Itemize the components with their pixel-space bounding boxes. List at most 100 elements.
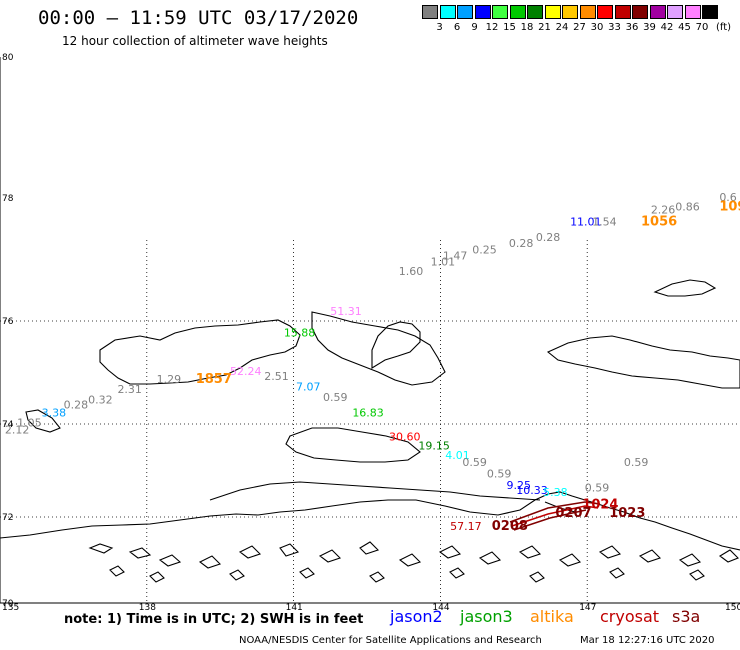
wave-height-value: 1857 [196,372,232,387]
lon-label: 150 [725,603,740,613]
legend-swatch-label: 18 [520,22,534,33]
lat-label: 80 [2,53,14,63]
stolbovoy-island [25,409,61,433]
wave-height-value: 16.83 [352,406,384,419]
wave-height-value: 5.38 [543,486,568,499]
page-subtitle: 12 hour collection of altimeter wave hei… [62,34,328,48]
legend-swatch-label: 24 [555,22,569,33]
legend-unit: (ft) [716,22,732,33]
coastlines [0,279,740,583]
wave-height-value: 0.59 [462,456,487,469]
legend-swatch [649,5,666,19]
satellite-legend-item: jason3 [460,607,513,626]
legend-swatch-label: 15 [503,22,516,33]
yana-delta-islands [88,541,739,569]
lat-label: 72 [2,513,13,523]
wave-height-value: 1023 [609,506,645,521]
faddeyevsky-east [546,335,740,389]
legend-swatch [702,5,718,19]
wave-height-value: 109 [719,199,740,214]
satellite-legend-item: s3a [672,607,701,626]
wave-height-value: 3.38 [42,406,67,419]
legend-swatch [509,5,526,19]
wave-height-value: 1024 [582,498,618,513]
legend-swatch-label: 9 [471,22,478,33]
wave-height-value: 9.25 [506,479,530,492]
generated-timestamp: Mar 18 12:27:16 UTC 2020 [580,635,715,646]
wave-height-value: 0.59 [585,481,610,494]
wave-height-value: 2.31 [117,383,142,396]
lon-label: 141 [286,603,303,613]
wave-height-value: 0.59 [624,456,649,469]
lat-label: 70 [2,599,14,609]
wave-height-value: 7.07 [296,381,321,394]
satellite-legend-item: altika [530,607,574,626]
credit-line: NOAA/NESDIS Center for Satellite Applica… [239,635,542,646]
satellite-legend-item: jason2 [390,607,443,626]
wave-height-value: 0.59 [323,391,348,404]
map-frame [0,57,740,604]
legend-swatch [544,5,561,19]
legend-swatch-label: 45 [678,22,691,33]
wave-height-value: 1.54 [592,216,617,229]
wave-height-value: 1056 [641,215,677,230]
wave-height-value: 0.6 [719,191,737,204]
bennett-coast [371,321,421,369]
indigirka-delta-islands [109,565,705,583]
wave-height-value: 1.05 [17,416,42,429]
graticule [0,240,740,603]
legend-swatch [527,5,543,19]
legend-swatch-label: 42 [660,22,674,33]
lat-label: 74 [2,420,14,430]
legend-swatch-label: 36 [625,22,639,33]
legend-swatch-label: 30 [590,22,604,33]
siberian-mainland-coast [0,481,740,551]
kotelny-island [311,311,446,386]
footnote: note: 1) Time is in UTC; 2) SWH is in fe… [64,612,364,627]
wave-height-value: 51.31 [330,305,362,318]
wave-height-value: 30.60 [389,430,421,443]
wave-height-value: 1.47 [443,250,468,263]
legend-swatch-label: 39 [643,22,656,33]
zhokhov-island [653,279,717,297]
legend-swatch-label: 3 [436,22,443,33]
wave-height-value: 0.28 [509,237,534,250]
wave-height-value: 1.60 [399,265,424,278]
wave-height-value: 0.25 [472,243,497,256]
satellite-tracks [509,501,601,531]
satellite-legend-item: cryosat [600,607,660,626]
legend-swatch-label: 21 [538,22,551,33]
legend-swatch [684,5,701,19]
wave-height-value: 52.24 [230,365,262,378]
legend-swatch [474,5,491,19]
wave-height-value: 0208 [492,519,528,534]
wave-height-value: 19.15 [418,440,450,453]
legend-swatch [457,5,473,19]
legend-swatch [614,5,631,19]
legend-swatch-label: 27 [573,22,586,33]
wave-height-value: 0.32 [88,393,113,406]
legend-swatch [562,5,578,19]
wave-height-value: 15.88 [284,326,316,339]
lon-label: 135 [2,603,19,613]
wave-height-value: 0207 [555,506,591,521]
lat-label: 76 [2,317,14,327]
wave-height-value: 11.01 [570,216,602,229]
page-title: 00:00 – 11:59 UTC 03/17/2020 [38,7,359,29]
wave-height-value: 0.28 [64,399,89,412]
wave-height-value: 4.01 [445,449,470,462]
legend-swatch [439,5,456,19]
legend-swatch [597,5,613,19]
legend-swatch [579,5,596,19]
legend-swatch-label: 12 [485,22,499,33]
wave-height-value: 2.26 [651,203,676,216]
wave-height-value: 1.29 [157,373,182,386]
legend-swatch [492,5,508,19]
new-siberia-island-west [99,319,301,385]
lon-label: 138 [139,603,156,613]
legend-swatch-label: 33 [608,22,621,33]
legend-swatch-label: 70 [695,22,709,33]
lon-label: 144 [432,603,449,613]
